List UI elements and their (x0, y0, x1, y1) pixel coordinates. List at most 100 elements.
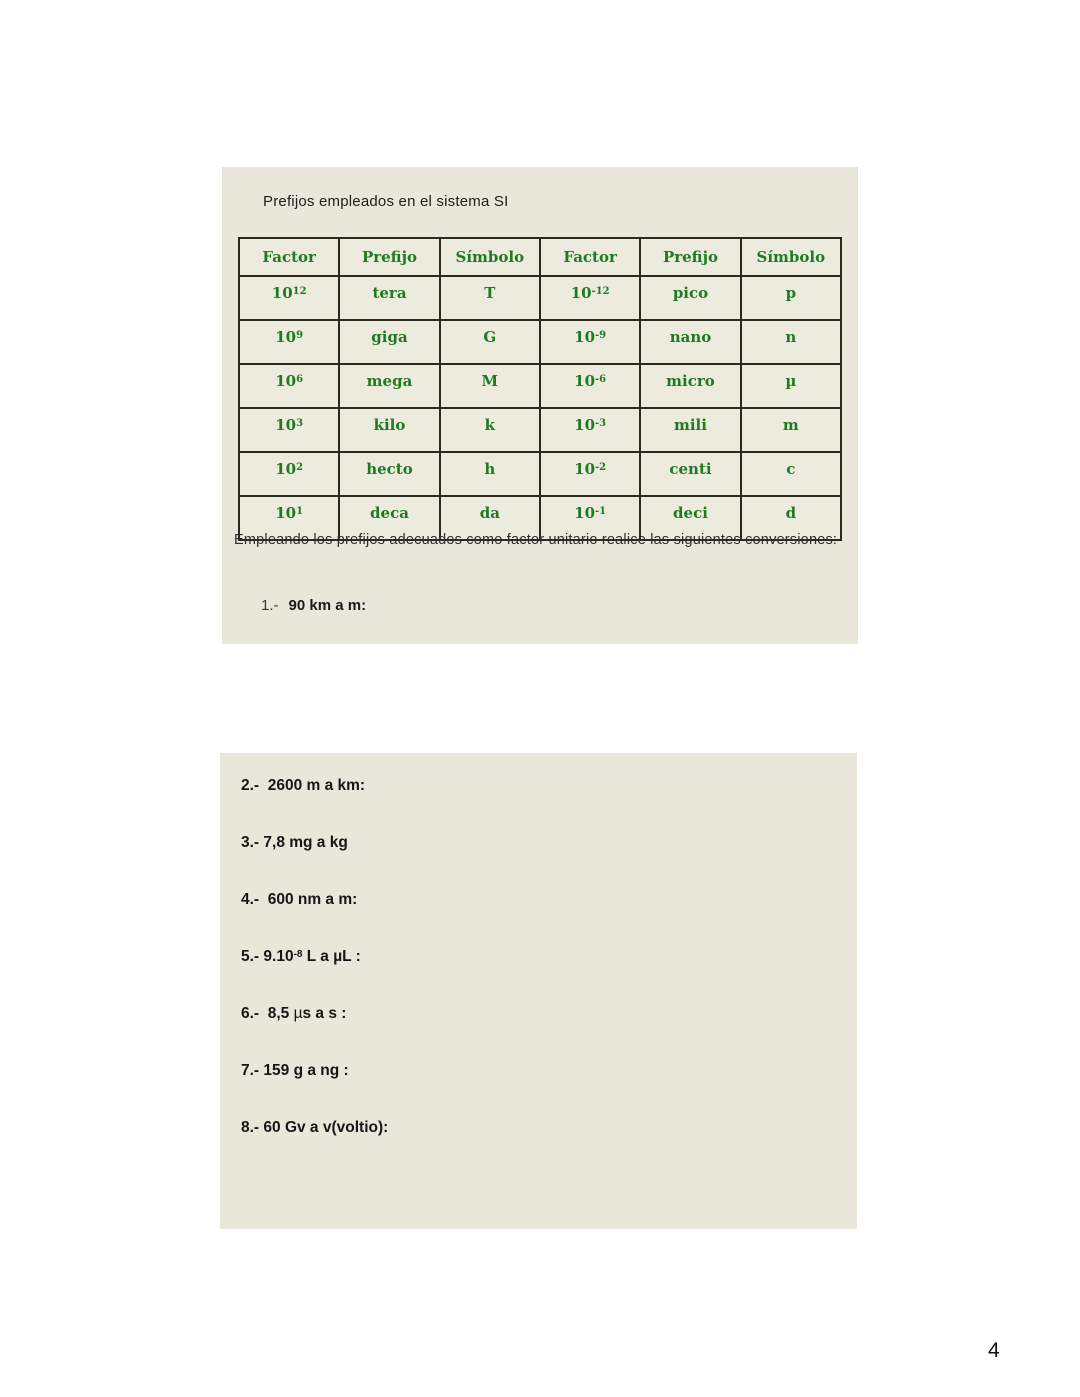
text-segment: kilo (373, 416, 406, 434)
table-header-cell: Factor (538, 237, 642, 277)
table-cell: pico (639, 275, 742, 321)
table-cell: p (739, 275, 843, 321)
table-cell: c (739, 451, 843, 497)
text-segment: m (782, 416, 799, 434)
exercise-text: 90 km a m: (288, 597, 367, 614)
exercise-number: 8.- (241, 1119, 260, 1136)
table-cell: 10-12 (538, 275, 642, 321)
table-cell: d (739, 495, 843, 541)
superscript-text: -2 (595, 462, 607, 473)
text-segment: 10 (574, 416, 596, 434)
text-segment: 7,8 mg a kg (259, 834, 348, 851)
text-segment: L a µL : (302, 948, 361, 965)
text-segment: h (484, 460, 496, 478)
exercise-number: 7.- (241, 1062, 260, 1079)
table-cell: deci (639, 495, 742, 541)
superscript-text: 3 (296, 418, 304, 429)
page-number: 4 (988, 1339, 1000, 1362)
exercise-item: 1.- 90 km a m: (236, 576, 366, 636)
text-segment: 10 (275, 504, 297, 522)
exercise-text: 60 Gv a v(voltio): (259, 1119, 388, 1136)
text-segment: 10 (570, 284, 592, 302)
si-prefix-table: Factor Prefijo Símbolo Factor Prefijo Símbolo… (237, 237, 843, 541)
superscript-text: 12 (292, 286, 307, 297)
exercise-text: 9.10-8 L a µL : (259, 948, 361, 965)
text-segment: p (785, 284, 797, 302)
text-segment: µ (293, 1005, 303, 1022)
exercise-text: 2600 m a km: (259, 777, 365, 794)
table-row: 103 kilo k 10-3 mili m (237, 407, 843, 453)
text-segment: micro (666, 372, 715, 390)
text-segment: G (483, 328, 497, 346)
table-cell: h (438, 451, 541, 497)
text-segment: k (484, 416, 496, 434)
table-cell: 102 (237, 451, 341, 497)
text-segment: 10 (574, 372, 596, 390)
table-cell: deca (338, 495, 441, 541)
text-segment: pico (672, 284, 709, 302)
text-segment: 60 Gv a v(voltio): (259, 1119, 389, 1136)
table-cell: 1012 (237, 275, 341, 321)
superscript-text: -12 (591, 286, 610, 297)
instructions-text: Empleando los prefijos adecuados como fa… (234, 532, 838, 548)
table-cell: micro (639, 363, 742, 409)
text-segment: 159 g a ng : (259, 1062, 349, 1079)
exercise-item: 5.- 9.10-8 L a µL : (241, 946, 388, 968)
text-segment: d (785, 504, 797, 522)
exercise-number: 3.- (241, 834, 260, 851)
superscript-text: 9 (296, 330, 304, 341)
text-segment: 10 (275, 460, 297, 478)
table-cell: giga (338, 319, 441, 365)
table-cell: 103 (237, 407, 341, 453)
exercise-text: 7,8 mg a kg (259, 834, 348, 851)
table-cell: 10-2 (538, 451, 642, 497)
text-segment: hecto (366, 460, 413, 478)
text-segment: mili (673, 416, 707, 434)
text-segment: M (481, 372, 499, 390)
text-segment: 10 (574, 328, 596, 346)
table-cell: k (438, 407, 541, 453)
table-cell: da (438, 495, 541, 541)
text-segment: 10 (574, 504, 596, 522)
table-cell: mili (639, 407, 742, 453)
table-cell: M (438, 363, 541, 409)
exercise-text: 600 nm a m: (259, 891, 358, 908)
exercise-item: 7.- 159 g a ng : (241, 1060, 388, 1082)
table-row: 101 deca da 10-1 deci d (237, 495, 843, 541)
superscript-text: -6 (595, 374, 607, 385)
table-row: 102 hecto h 10-2 centi c (237, 451, 843, 497)
table-cell: m (739, 407, 843, 453)
exercise-text: 8,5 µs a s : (259, 1005, 347, 1022)
table-cell: 10-6 (538, 363, 642, 409)
superscript-text: -1 (595, 506, 607, 517)
text-segment: giga (371, 328, 408, 346)
table-cell: hecto (338, 451, 441, 497)
table-cell: nano (639, 319, 742, 365)
exercise-item: 2.- 2600 m a km: (241, 775, 388, 797)
text-segment: s a s : (302, 1005, 347, 1022)
text-segment: deci (673, 504, 708, 522)
text-segment: 8,5 (259, 1005, 294, 1022)
exercise-number: 1.- (261, 597, 279, 614)
text-segment: 9.10 (259, 948, 294, 965)
superscript-text: -8 (293, 949, 303, 960)
text-segment: nano (669, 328, 712, 346)
exercise-text: 159 g a ng : (259, 1062, 349, 1079)
exercises-panel: 2.- 2600 m a km: 3.- 7,8 mg a kg 4.- 600 n… (220, 753, 857, 1229)
text-segment: 10 (271, 284, 293, 302)
text-segment: µ (785, 372, 797, 390)
prefix-table-panel: Prefijos empleados en el sistema SI Fact… (222, 167, 858, 644)
table-row: 106 mega M 10-6 micro µ (237, 363, 843, 409)
exercises-list: 2.- 2600 m a km: 3.- 7,8 mg a kg 4.- 600 n… (241, 775, 388, 1139)
table-cell: 10-3 (538, 407, 642, 453)
text-segment: 10 (275, 372, 297, 390)
text-segment: mega (366, 372, 413, 390)
table-header-row: Factor Prefijo Símbolo Factor Prefijo Símbolo (237, 237, 843, 277)
superscript-text: -3 (595, 418, 607, 429)
table-cell: kilo (338, 407, 441, 453)
table-cell: 101 (237, 495, 341, 541)
superscript-text: 2 (296, 462, 304, 473)
table-cell: 10-9 (538, 319, 642, 365)
table-cell: 109 (237, 319, 341, 365)
